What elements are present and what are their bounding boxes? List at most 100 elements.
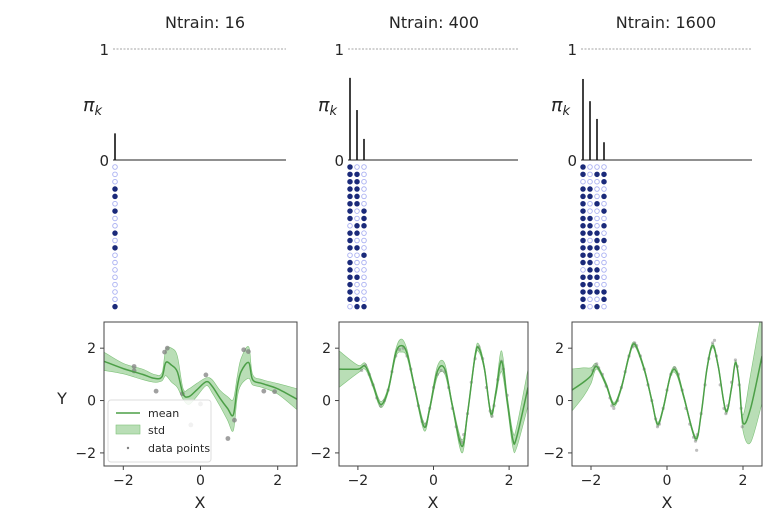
assignment-dot-filled xyxy=(601,171,607,178)
assignment-dot-filled xyxy=(354,200,360,207)
y-tick-label: 2 xyxy=(555,341,564,357)
assignment-dot-filled xyxy=(580,208,586,214)
x-tick-label: 0 xyxy=(196,473,205,489)
assignment-dot-empty xyxy=(112,164,118,170)
assignment-dot-filled xyxy=(580,252,586,258)
assignment-dot-filled xyxy=(361,215,367,222)
assignment-dot-empty xyxy=(587,237,593,244)
assignment-dot-filled xyxy=(347,186,353,192)
data-point xyxy=(724,412,728,416)
assignment-dot-filled xyxy=(594,230,600,236)
weights-panel-2: 1 0 πk xyxy=(551,41,752,310)
y-tick-label: 0 xyxy=(99,152,109,170)
assignment-dot-empty xyxy=(112,289,118,295)
assignment-dot-empty xyxy=(354,164,360,170)
assignment-dot-filled xyxy=(587,289,593,295)
data-point xyxy=(740,425,744,429)
assignment-dot-filled xyxy=(112,303,118,310)
assignment-dot-filled xyxy=(347,296,353,303)
assignment-dot-filled xyxy=(347,200,353,207)
assignment-dot-empty xyxy=(354,281,360,288)
assignment-dot-filled xyxy=(347,230,353,236)
assignment-dot-empty xyxy=(587,178,593,185)
assignment-dot-empty xyxy=(354,208,360,214)
data-point xyxy=(693,439,698,443)
assignment-dot-filled xyxy=(594,303,600,310)
assignment-dot-filled xyxy=(594,289,600,295)
data-point xyxy=(162,349,168,355)
assignment-dot-empty xyxy=(361,164,367,170)
assignment-dot-filled xyxy=(580,223,586,229)
assignment-dot-filled xyxy=(354,223,360,229)
panel-title-16: Ntrain: 16 xyxy=(165,13,245,32)
assignment-dot-empty xyxy=(587,164,593,170)
x-tick-label: 2 xyxy=(505,473,514,489)
assignment-dot-filled xyxy=(354,274,360,281)
assignment-dot-filled xyxy=(354,296,360,303)
assignment-dot-empty xyxy=(112,223,118,229)
assignment-dot-empty xyxy=(580,178,586,185)
legend-points-swatch xyxy=(126,446,130,450)
assignment-dot-filled xyxy=(580,237,586,244)
assignment-dot-filled xyxy=(112,186,118,192)
assignment-dot-filled xyxy=(347,164,353,170)
pi-k-label: πk xyxy=(318,94,337,119)
assignment-dot-filled xyxy=(587,274,593,281)
x-tick-label: 0 xyxy=(429,473,438,489)
assignment-dot-filled xyxy=(347,245,353,251)
regression-panel-1: −2 0 2 −2 0 2 xyxy=(310,321,529,489)
assignment-dot-filled xyxy=(594,245,600,251)
assignment-dot-filled xyxy=(361,303,367,310)
y-tick-label: 0 xyxy=(87,394,96,410)
assignment-dot-filled xyxy=(354,193,360,200)
assignment-dot-filled xyxy=(347,281,353,288)
assignment-dot-empty xyxy=(601,259,607,266)
assignment-dot-empty xyxy=(347,303,353,310)
assignment-dot-empty xyxy=(347,252,353,258)
legend-mean-label: mean xyxy=(148,407,179,420)
assignment-dot-empty xyxy=(354,252,360,258)
assignment-dot-empty xyxy=(112,171,118,178)
y-tick-label: −2 xyxy=(75,446,96,462)
y-tick-label: 0 xyxy=(555,394,564,410)
assignment-dot-empty xyxy=(601,164,607,170)
assignment-dot-filled xyxy=(580,289,586,295)
assignment-dot-filled xyxy=(112,193,118,200)
assignment-dot-filled xyxy=(587,230,593,236)
data-point xyxy=(225,436,231,441)
assignment-dot-empty xyxy=(112,200,118,207)
regression-panel-0: −2 0 2 −2 0 2 mean std data points xyxy=(75,321,298,489)
plot-frame xyxy=(338,321,529,467)
y-tick-label: −2 xyxy=(310,446,331,462)
data-point xyxy=(439,368,443,373)
x-tick-label: 2 xyxy=(739,473,748,489)
y-tick-label: 1 xyxy=(334,41,344,59)
assignment-dot-empty xyxy=(361,289,367,295)
assignment-dot-empty xyxy=(587,200,593,207)
assignment-dot-filled xyxy=(601,193,607,200)
assignment-dot-empty xyxy=(594,215,600,222)
assignment-dot-empty xyxy=(361,171,367,178)
assignment-dot-filled xyxy=(587,259,593,266)
assignment-dot-filled xyxy=(112,245,118,251)
assignment-dot-filled xyxy=(580,186,586,192)
assignment-dot-filled xyxy=(580,281,586,288)
assignment-dot-filled xyxy=(361,223,367,229)
weights-panel-0: 1 0 πk xyxy=(83,41,286,310)
assignment-dot-empty xyxy=(361,178,367,185)
assignment-dot-empty xyxy=(112,237,118,244)
assignment-dot-empty xyxy=(601,281,607,288)
assignment-dot-empty xyxy=(594,259,600,266)
weights-panel-1: 1 0 πk xyxy=(318,41,518,310)
y-tick-label: 0 xyxy=(567,152,577,170)
assignment-dot-filled xyxy=(580,303,586,310)
assignment-dot-empty xyxy=(361,230,367,236)
assignment-dot-filled xyxy=(594,200,600,207)
assignment-dot-filled xyxy=(587,281,593,288)
assignment-dot-empty xyxy=(354,267,360,273)
mean-line xyxy=(104,360,297,417)
x-axis-label-400: X xyxy=(428,493,439,512)
assignment-dot-empty xyxy=(112,252,118,258)
assignment-dot-filled xyxy=(347,289,353,295)
